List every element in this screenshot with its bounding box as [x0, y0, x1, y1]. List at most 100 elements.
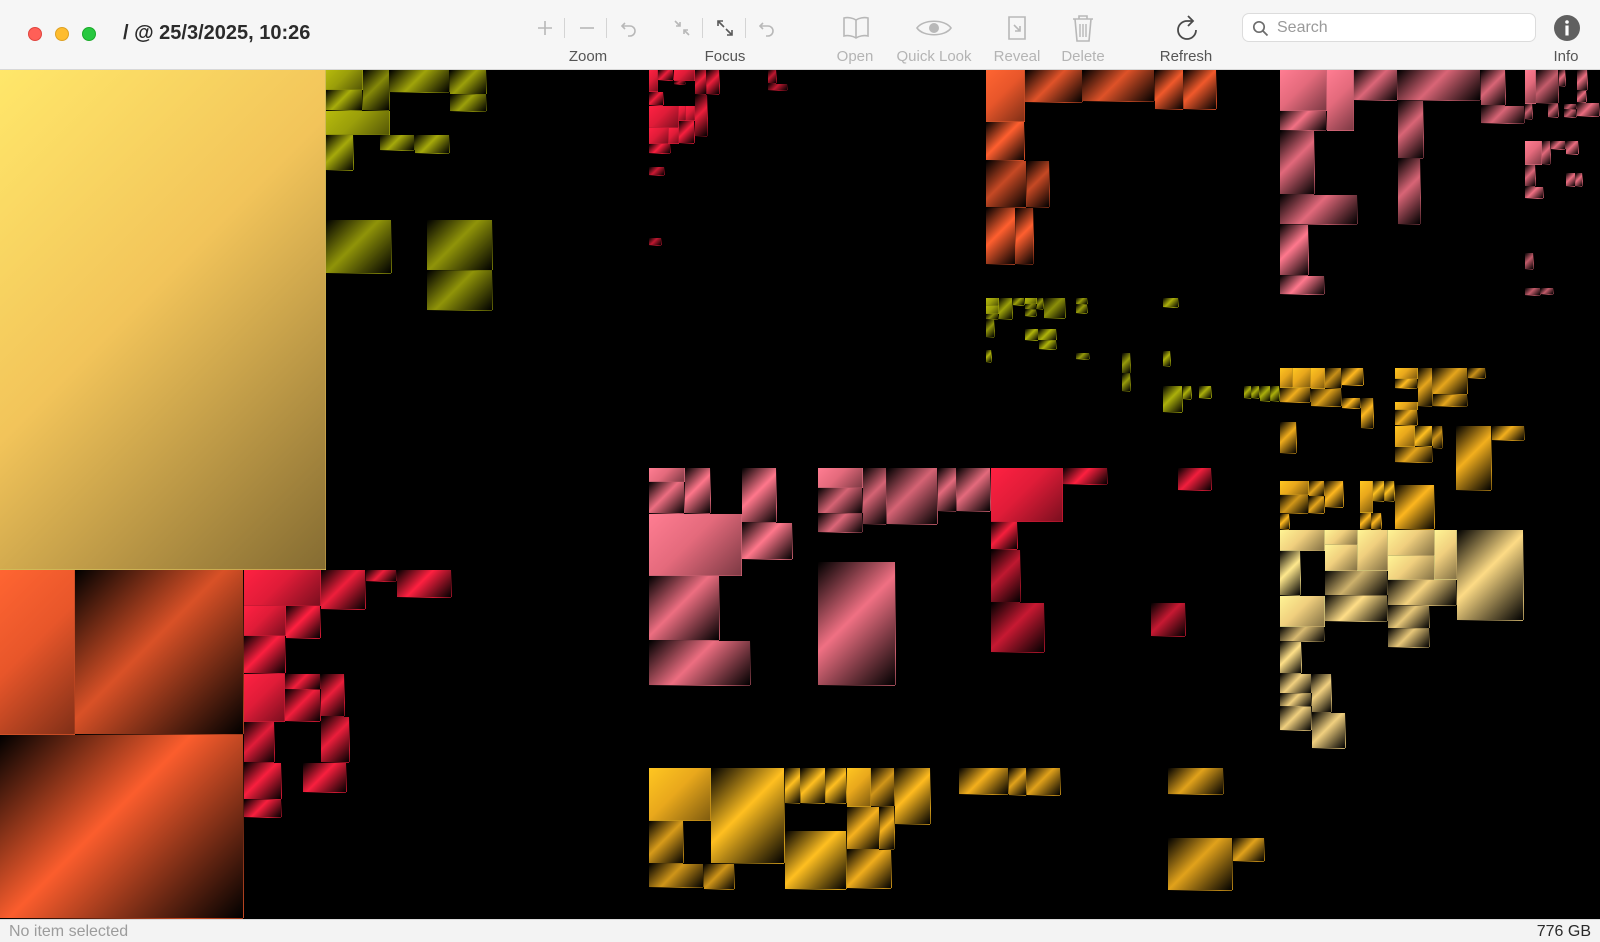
treemap-tile[interactable] [1567, 621, 1600, 674]
treemap-tile[interactable] [492, 138, 517, 170]
treemap-tile[interactable] [1058, 412, 1076, 424]
treemap-tile[interactable] [1129, 298, 1141, 319]
treemap-tile[interactable] [938, 512, 964, 562]
treemap-tile[interactable] [895, 293, 910, 302]
treemap-tile[interactable] [728, 223, 738, 238]
treemap-tile[interactable] [649, 184, 665, 192]
treemap-tile[interactable] [937, 686, 991, 715]
treemap-tile[interactable] [922, 180, 929, 194]
treemap-tile[interactable] [748, 121, 757, 137]
treemap-tile[interactable] [751, 272, 759, 285]
treemap-tile[interactable] [880, 238, 895, 256]
treemap-tile[interactable] [1506, 70, 1525, 106]
treemap-tile[interactable] [1395, 379, 1418, 389]
treemap-tile[interactable] [1247, 88, 1280, 111]
treemap-tile[interactable] [1435, 516, 1456, 530]
treemap-tile[interactable] [1200, 367, 1212, 386]
treemap-tile[interactable] [452, 590, 476, 632]
treemap-tile[interactable] [1243, 791, 1280, 808]
treemap-tile[interactable] [768, 70, 777, 84]
treemap-tile[interactable] [913, 881, 932, 919]
treemap-tile[interactable] [818, 562, 896, 686]
treemap-tile[interactable] [1572, 266, 1583, 283]
treemap-tile[interactable] [1125, 883, 1144, 919]
treemap-tile[interactable] [1050, 190, 1083, 208]
treemap-tile[interactable] [1467, 159, 1525, 191]
treemap-tile[interactable] [1199, 409, 1213, 419]
treemap-tile[interactable] [1155, 147, 1206, 174]
treemap-tile[interactable] [367, 505, 403, 539]
treemap-tile[interactable] [1553, 165, 1566, 180]
treemap-tile[interactable] [863, 468, 887, 525]
treemap-tile[interactable] [680, 192, 697, 198]
treemap-tile[interactable] [765, 349, 781, 361]
treemap-tile[interactable] [1555, 560, 1600, 621]
treemap-tile[interactable] [1525, 210, 1535, 226]
treemap-tile[interactable] [397, 681, 433, 714]
treemap-tile[interactable] [1025, 341, 1039, 350]
treemap-tile[interactable] [1076, 638, 1127, 690]
treemap-tile[interactable] [1551, 150, 1566, 165]
treemap-tile[interactable] [803, 446, 816, 459]
treemap-tile[interactable] [728, 217, 744, 223]
treemap-tile[interactable] [1559, 87, 1568, 104]
treemap-tile[interactable] [1171, 413, 1174, 423]
treemap-tile[interactable] [894, 143, 926, 154]
treemap-tile[interactable] [1243, 808, 1280, 838]
treemap-tile[interactable] [1170, 367, 1183, 373]
treemap-tile[interactable] [1358, 161, 1398, 187]
treemap-tile[interactable] [1151, 359, 1163, 369]
treemap-tile[interactable] [1271, 386, 1280, 402]
treemap-tile[interactable] [664, 92, 674, 106]
treemap-tile[interactable] [913, 850, 935, 881]
treemap-tile[interactable] [1325, 596, 1388, 622]
treemap-tile[interactable] [1358, 131, 1398, 161]
treemap-tile[interactable] [880, 807, 895, 850]
treemap-tile[interactable] [1311, 389, 1342, 407]
treemap-tile[interactable] [904, 322, 919, 332]
treemap-tile[interactable] [397, 598, 452, 632]
treemap-tile[interactable] [546, 422, 577, 449]
treemap-tile[interactable] [1027, 768, 1061, 796]
treemap-tile[interactable] [1583, 498, 1590, 511]
treemap-tile[interactable] [1020, 310, 1025, 320]
treemap-tile[interactable] [1555, 322, 1570, 332]
treemap-tile[interactable] [870, 415, 888, 421]
treemap-tile[interactable] [1163, 324, 1175, 335]
treemap-tile[interactable] [1546, 253, 1554, 270]
treemap-tile[interactable] [1584, 474, 1592, 486]
treemap-tile[interactable] [1036, 391, 1055, 400]
treemap-tile[interactable] [695, 95, 708, 137]
treemap-tile[interactable] [244, 818, 303, 852]
treemap-tile[interactable] [1063, 513, 1141, 572]
treemap-tile[interactable] [722, 413, 733, 435]
treemap-tile[interactable] [733, 192, 747, 206]
treemap-tile[interactable] [1195, 891, 1233, 919]
treemap-tile[interactable] [244, 852, 292, 919]
treemap-tile[interactable] [858, 446, 868, 468]
treemap-tile[interactable] [1437, 674, 1491, 704]
treemap-tile[interactable] [909, 154, 926, 180]
treemap-tile[interactable] [1034, 208, 1076, 265]
treemap-tile[interactable] [953, 99, 964, 119]
treemap-tile[interactable] [556, 168, 576, 220]
treemap-tile[interactable] [649, 434, 659, 447]
treemap-tile[interactable] [1257, 414, 1264, 431]
treemap-tile[interactable] [1122, 353, 1131, 374]
treemap-tile[interactable] [605, 839, 649, 858]
treemap-tile[interactable] [1314, 340, 1354, 368]
treemap-tile[interactable] [1076, 298, 1088, 305]
treemap-tile[interactable] [1225, 577, 1280, 603]
treemap-tile[interactable] [671, 144, 679, 167]
treemap-tile[interactable] [1163, 367, 1170, 386]
treemap-tile[interactable] [847, 889, 878, 919]
treemap-tile[interactable] [1581, 253, 1600, 266]
treemap-tile[interactable] [649, 686, 719, 768]
treemap-tile[interactable] [847, 768, 871, 807]
treemap-tile[interactable] [678, 180, 688, 192]
treemap-tile[interactable] [662, 238, 673, 258]
treemap-tile[interactable] [1197, 351, 1212, 359]
treemap-tile[interactable] [321, 717, 350, 763]
treemap-tile[interactable] [1185, 306, 1197, 324]
treemap-tile[interactable] [765, 416, 777, 424]
